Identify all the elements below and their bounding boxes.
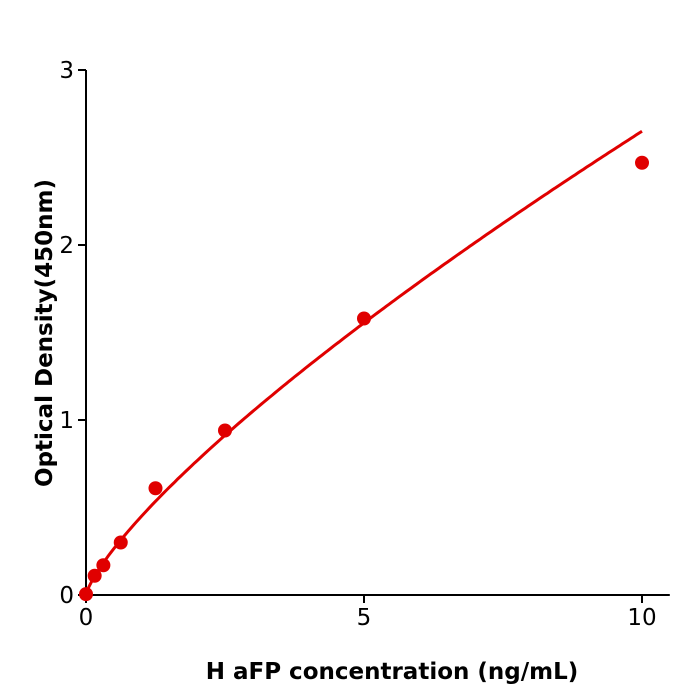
y-tick-label: 3: [59, 58, 74, 84]
x-tick-label: 0: [79, 605, 94, 631]
y-tick-label: 1: [59, 408, 74, 434]
data-point: [357, 311, 371, 326]
data-point: [113, 535, 128, 550]
data-point: [96, 558, 111, 573]
data-point: [635, 155, 649, 170]
data-point: [79, 587, 93, 602]
x-axis-label: H aFP concentration (ng/mL): [206, 659, 579, 685]
data-point: [87, 568, 102, 583]
x-tick-label: 5: [357, 605, 372, 631]
data-point: [148, 481, 163, 496]
y-tick-label: 2: [59, 233, 74, 259]
y-axis-label: Optical Density(450nm): [32, 179, 58, 487]
y-tick-label: 0: [59, 583, 74, 609]
data-point: [218, 423, 232, 438]
x-tick-label: 10: [627, 605, 656, 631]
fit-curve: [84, 129, 643, 596]
